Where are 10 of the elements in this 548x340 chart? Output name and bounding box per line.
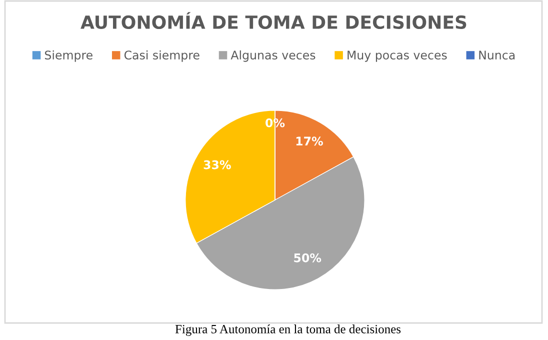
legend-label: Muy pocas veces (348, 50, 447, 62)
legend-label: Casi siempre (124, 50, 200, 62)
legend-label: Nunca (479, 50, 515, 60)
legend-label: Algunas veces (230, 50, 316, 62)
text: Figura 5 Autonomía en la toma de decisiones (175, 324, 401, 336)
legend-label: Siempre (44, 50, 92, 62)
data-label: 33% (204, 160, 231, 170)
data-label: 50% (294, 253, 322, 262)
data-label: 17% (296, 136, 323, 146)
chart-title: AUTONOMÍA DE TOMA DE DECISIONES (80, 12, 466, 30)
